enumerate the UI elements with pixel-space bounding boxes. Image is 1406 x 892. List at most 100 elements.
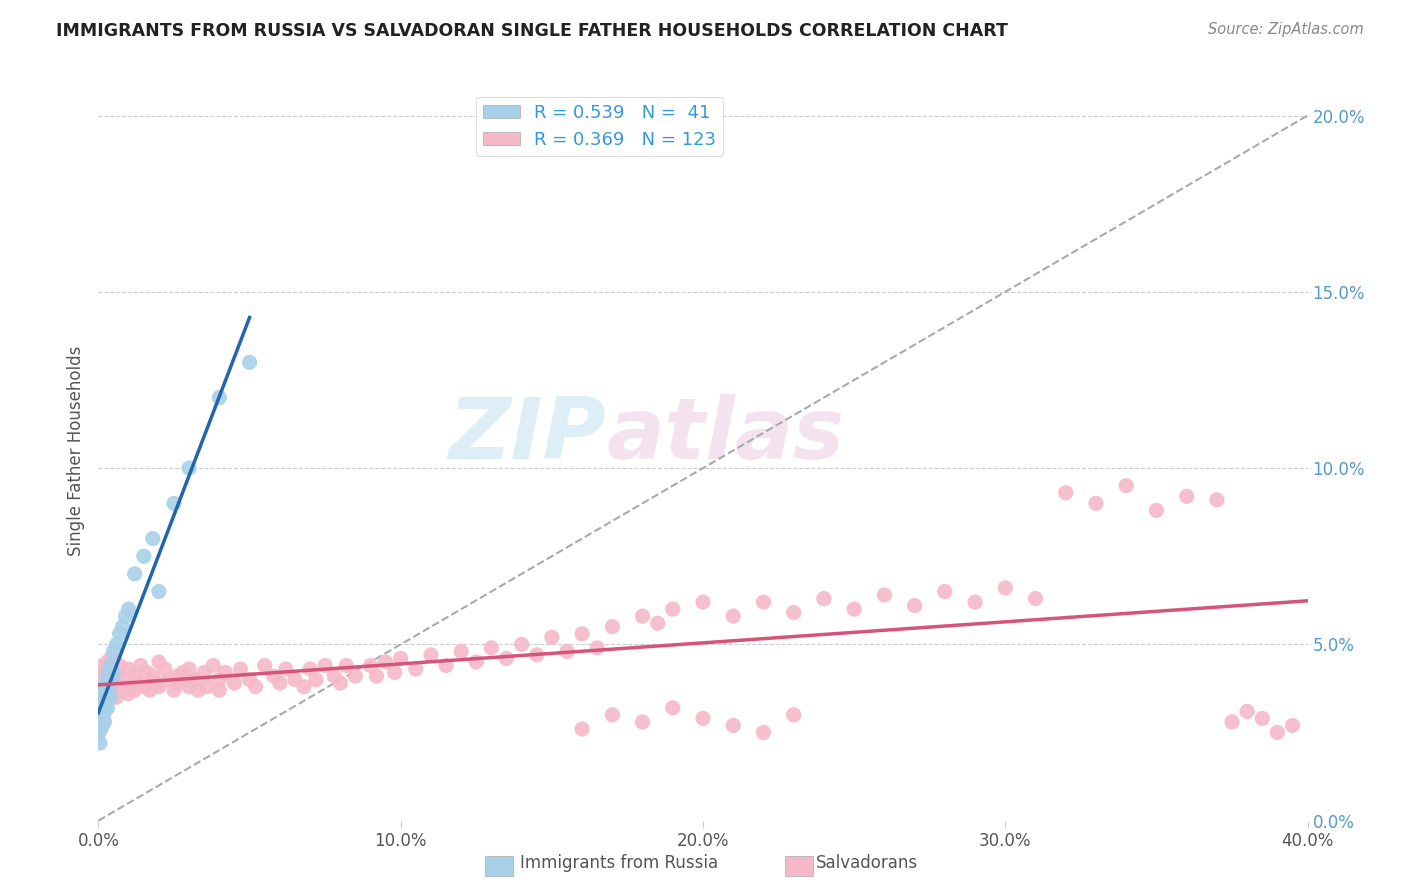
Point	[229, 662, 252, 676]
Point	[89, 707, 111, 722]
Point	[263, 669, 285, 683]
Point	[1220, 714, 1243, 729]
Point	[602, 620, 624, 634]
Point	[510, 637, 533, 651]
Point	[89, 701, 111, 715]
Point	[111, 680, 134, 694]
Point	[114, 673, 136, 687]
Point	[166, 669, 188, 683]
Point	[994, 581, 1017, 595]
Point	[661, 701, 683, 715]
Point	[329, 676, 352, 690]
Point	[91, 698, 114, 712]
Point	[108, 658, 131, 673]
Point	[934, 584, 956, 599]
Point	[96, 673, 118, 687]
Point	[586, 640, 609, 655]
Point	[245, 680, 267, 694]
Point	[96, 701, 118, 715]
Point	[105, 669, 128, 683]
Point	[91, 687, 114, 701]
Point	[314, 658, 336, 673]
Point	[94, 704, 117, 718]
Point	[179, 662, 201, 676]
Point	[965, 595, 987, 609]
Point	[752, 595, 775, 609]
Point	[90, 704, 112, 718]
Point	[323, 669, 346, 683]
Point	[148, 680, 170, 694]
Y-axis label: Single Father Households: Single Father Households	[66, 345, 84, 556]
Point	[94, 662, 117, 676]
Point	[208, 391, 231, 405]
Point	[142, 532, 165, 546]
Point	[89, 673, 111, 687]
Point	[239, 355, 262, 369]
Point	[1115, 479, 1137, 493]
Point	[661, 602, 683, 616]
Point	[91, 690, 114, 705]
Text: Source: ZipAtlas.com: Source: ZipAtlas.com	[1208, 22, 1364, 37]
Point	[100, 690, 122, 705]
Point	[98, 673, 121, 687]
Point	[100, 651, 122, 665]
Point	[184, 673, 207, 687]
Point	[145, 676, 167, 690]
Point	[153, 662, 176, 676]
Point	[540, 630, 562, 644]
Point	[420, 648, 443, 662]
Point	[124, 566, 146, 581]
Point	[384, 665, 406, 680]
Point	[93, 714, 115, 729]
Point	[187, 683, 209, 698]
Point	[366, 669, 388, 683]
Point	[1144, 503, 1167, 517]
Point	[434, 658, 457, 673]
Point	[631, 609, 654, 624]
Point	[118, 662, 141, 676]
Point	[1054, 485, 1077, 500]
Point	[481, 640, 503, 655]
Point	[1085, 496, 1108, 510]
Point	[101, 673, 124, 687]
Point	[114, 609, 136, 624]
Point	[344, 669, 367, 683]
Point	[111, 620, 134, 634]
Point	[571, 722, 593, 736]
Point	[89, 736, 111, 750]
Point	[89, 714, 111, 729]
Point	[132, 680, 155, 694]
Point	[91, 680, 114, 694]
Point	[96, 655, 118, 669]
Point	[132, 549, 155, 564]
Point	[93, 669, 115, 683]
Point	[405, 662, 427, 676]
Point	[127, 676, 149, 690]
Point	[239, 673, 262, 687]
Point	[195, 680, 218, 694]
Point	[172, 665, 194, 680]
Point	[90, 690, 112, 705]
Point	[163, 683, 186, 698]
Point	[93, 687, 115, 701]
Point	[783, 606, 806, 620]
Point	[335, 658, 357, 673]
Point	[292, 680, 315, 694]
Point	[305, 673, 328, 687]
Point	[96, 687, 118, 701]
Point	[193, 665, 215, 680]
Point	[1267, 725, 1289, 739]
Point	[692, 711, 714, 725]
Point	[156, 673, 179, 687]
Point	[91, 718, 114, 732]
Point	[94, 676, 117, 690]
Point	[602, 707, 624, 722]
Point	[142, 669, 165, 683]
Point	[90, 665, 112, 680]
Point	[163, 496, 186, 510]
Point	[214, 665, 236, 680]
Point	[389, 651, 412, 665]
Point	[647, 616, 669, 631]
Point	[108, 627, 131, 641]
Point	[873, 588, 896, 602]
